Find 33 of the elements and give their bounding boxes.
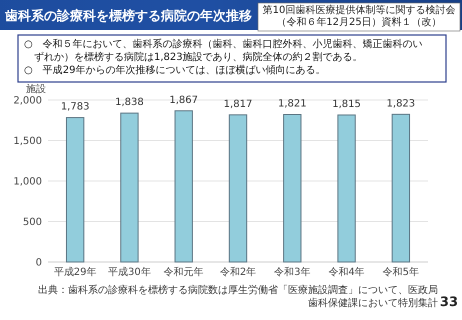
x-tick-label: 平成29年 (54, 266, 97, 278)
bar (174, 110, 193, 262)
y-tick-label: 1,500 (13, 136, 42, 147)
x-tick-label: 令和5年 (382, 266, 420, 278)
text: 第10回歯科医療提供体制等に関する検討会（令和６年12月25日）資料１（改） (262, 4, 456, 28)
data-label: 1,821 (278, 98, 307, 110)
text: ○ 令和５年において、歯科系の診療科（歯科、歯科口腔外科、小児歯科、矯正歯科のいずれか）を標榜する病院は1,823施設であり、病院全体の約２割である。 (24, 38, 423, 63)
x-tick-label: 令和4年 (328, 266, 365, 278)
x-tick-label: 平成30年 (108, 266, 151, 278)
chart-title: 歯科系の診療科を標榜する病院の年次推移 (4, 8, 252, 24)
data-label: 1,823 (386, 98, 416, 110)
x-tick-label: 令和3年 (274, 266, 310, 278)
source-note: 出典：歯科系の診療科を標榜する病院数は厚生労働省「医療施設調査」について、医政局歯科保健課において特別集計 (38, 284, 438, 309)
y-tick-label: 500 (22, 217, 42, 228)
text: ○ 平成29年からの年次推移については、ほぼ横ばい傾向にある。 (24, 64, 326, 76)
data-label: 1,838 (115, 97, 144, 108)
y-tick-label: 2,000 (13, 96, 42, 106)
bar (283, 114, 302, 262)
bar (392, 114, 410, 262)
bar (66, 117, 84, 262)
bar (337, 114, 356, 262)
data-label: 1,815 (332, 98, 361, 110)
y-tick-label: 1,000 (13, 176, 42, 188)
bar (228, 114, 248, 262)
y-tick-label: 0 (36, 258, 42, 268)
x-tick-label: 令和2年 (220, 266, 256, 278)
bar (120, 112, 139, 262)
x-tick-label: 令和元年 (164, 266, 204, 278)
data-label: 1,867 (169, 94, 198, 106)
text: 33 (440, 295, 458, 310)
data-label: 1,783 (60, 102, 90, 113)
data-label: 1,817 (224, 98, 252, 110)
y-axis-title: 施設 (26, 83, 46, 95)
